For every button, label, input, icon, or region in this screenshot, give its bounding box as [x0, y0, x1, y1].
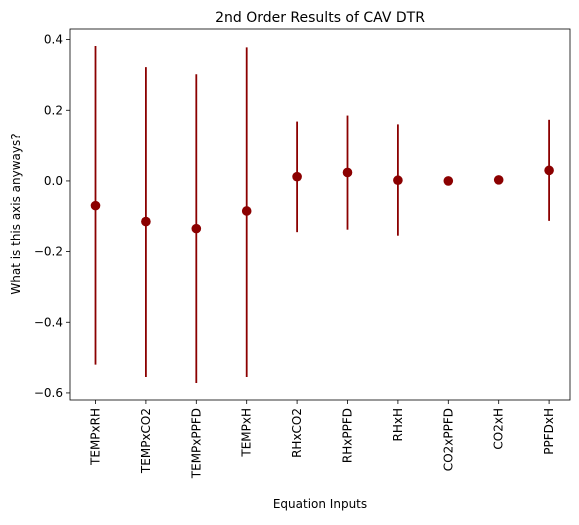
- data-point: [241, 206, 252, 216]
- x-tick-label: RHxCO2: [290, 408, 304, 458]
- x-tick-label: TEMPxPPFD: [189, 408, 203, 479]
- data-point: [90, 200, 101, 211]
- chart-title: 2nd Order Results of CAV DTR: [215, 10, 425, 26]
- data-point: [292, 171, 302, 182]
- x-tick-label: CO2xH: [492, 408, 506, 450]
- y-tick-label: −0.2: [34, 245, 63, 259]
- data-point: [393, 175, 403, 186]
- x-tick-label: RHxH: [391, 408, 405, 442]
- x-tick-label: TEMPxH: [240, 408, 254, 458]
- x-tick-label: PPFDxH: [542, 408, 556, 455]
- y-tick-label: 0.0: [44, 174, 63, 188]
- x-tick-label: TEMPxRH: [89, 408, 103, 466]
- y-tick-label: −0.4: [34, 315, 63, 329]
- data-point: [493, 175, 504, 185]
- y-tick-label: 0.4: [44, 33, 63, 47]
- data-point: [443, 176, 454, 186]
- y-tick-label: 0.2: [44, 103, 63, 117]
- data-point: [342, 167, 353, 178]
- data-point: [191, 223, 202, 234]
- x-tick-label: RHxPPFD: [341, 408, 355, 463]
- x-tick-label: CO2xPPFD: [441, 408, 455, 471]
- y-tick-label: −0.6: [34, 386, 63, 400]
- x-axis-label: Equation Inputs: [273, 497, 367, 511]
- data-point: [141, 216, 151, 227]
- data-point: [544, 165, 554, 176]
- x-tick-label: TEMPxCO2: [139, 408, 153, 474]
- plot-frame: [69, 28, 571, 401]
- y-axis-label: What is this axis anyways?: [9, 133, 23, 294]
